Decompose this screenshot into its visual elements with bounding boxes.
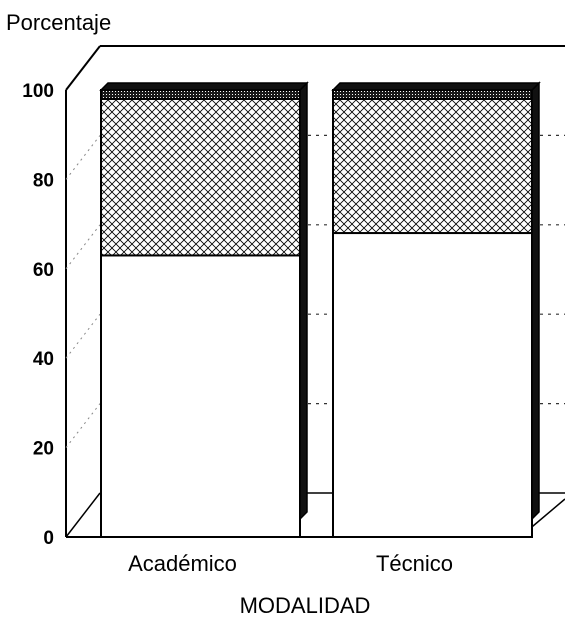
gridline-diagonal (65, 224, 101, 270)
bar-top-Técnico (331, 82, 541, 91)
axis-labels: Porcentaje MODALIDAD (6, 10, 370, 618)
x-axis-title: MODALIDAD (240, 593, 371, 618)
y-axis-title: Porcentaje (6, 10, 111, 35)
x-tick-label: Técnico (376, 551, 453, 576)
bars: Académico Técnico (99, 81, 541, 576)
bar-Académico-segment-3 (100, 89, 301, 100)
bar-side-Académico (299, 81, 308, 521)
y-tick-label: 60 (33, 260, 54, 281)
bar-Técnico-segment-2 (332, 97, 533, 235)
gridline-diagonal (65, 313, 101, 359)
bar-Académico-segment-2 (100, 97, 301, 257)
gridline-diagonal (65, 135, 101, 180)
x-tick-label: Académico (128, 551, 237, 576)
y-tick-label: 0 (43, 528, 54, 549)
bar-side-Técnico (531, 81, 540, 521)
floor-left-edge (65, 492, 101, 538)
gridline-diagonal (65, 403, 101, 448)
y-axis-top-edge (65, 45, 101, 91)
y-tick-label: 80 (33, 170, 54, 191)
bar-Técnico-segment-1 (332, 232, 533, 538)
bar-Técnico-segment-3 (332, 89, 533, 100)
y-tick-label: 20 (33, 439, 54, 460)
bar-Académico-segment-1 (100, 254, 301, 538)
y-tick-label: 100 (22, 81, 54, 102)
y-tick-label: 40 (33, 349, 54, 370)
bar-top-Académico (99, 82, 309, 91)
